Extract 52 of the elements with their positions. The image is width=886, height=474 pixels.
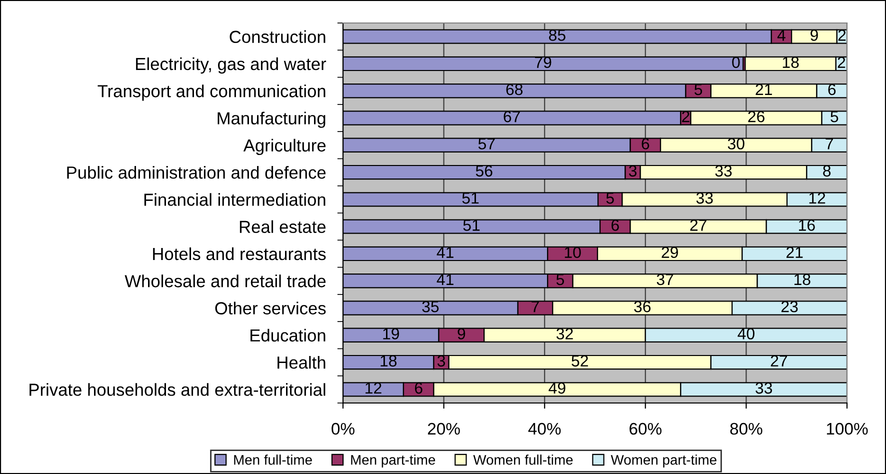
x-tick-label: 100% [826, 422, 868, 435]
data-label: 6 [612, 220, 619, 231]
legend-label: Men full-time [234, 454, 312, 465]
data-label: 4 [777, 30, 786, 41]
x-tick-label: 80% [730, 422, 762, 435]
y-tick-label: Hotels and restaurants [153, 247, 326, 260]
y-tick-label: Real estate [240, 220, 326, 234]
data-label: 49 [548, 382, 566, 394]
y-tick-label: Health [278, 356, 326, 369]
data-label: 18 [794, 274, 810, 286]
legend-label: Women full-time [473, 454, 573, 465]
data-label: 6 [414, 382, 422, 394]
x-tick-label: 20% [428, 422, 460, 435]
data-label: 6 [828, 84, 836, 96]
data-label: 41 [436, 246, 454, 258]
data-label: 9 [458, 328, 466, 340]
x-tick-label: 40% [528, 422, 561, 435]
data-label: 18 [380, 355, 397, 367]
x-tick-label: 0% [332, 422, 354, 435]
y-tick-label: Education [250, 328, 326, 342]
data-label: 18 [782, 56, 799, 68]
y-tick-label: Public administration and defence [67, 166, 326, 179]
data-label: 40 [738, 328, 754, 340]
data-label: 68 [506, 84, 523, 96]
data-label: 36 [634, 300, 651, 312]
y-tick-label: Financial intermediation [144, 193, 326, 206]
y-tick-label: Private households and extra-territorial [30, 383, 326, 396]
data-label: 2 [838, 30, 846, 41]
data-label: 23 [781, 300, 798, 312]
y-tick-label: Manufacturing [218, 112, 326, 128]
legend-label: Women part-time [610, 454, 716, 468]
y-tick-label: Electricity, gas and water [136, 57, 326, 74]
legend-label: Men part-time [351, 454, 436, 468]
data-label: 12 [366, 382, 382, 394]
data-label: 6 [642, 138, 650, 150]
data-label: 12 [809, 192, 826, 204]
data-label: 2 [682, 110, 690, 122]
data-label: 19 [383, 328, 400, 340]
x-tick-label: 60% [630, 422, 662, 435]
y-tick-label: Other services [215, 302, 326, 314]
data-label: 9 [810, 30, 818, 41]
data-label: 21 [756, 84, 772, 95]
y-tick-label: Transport and communication [98, 84, 326, 101]
data-label: 32 [556, 328, 573, 340]
y-tick-label: Agriculture [243, 138, 326, 156]
y-tick-label: Wholesale and retail trade [124, 274, 326, 288]
y-tick-label: Construction [230, 30, 326, 44]
data-label: 30 [728, 138, 744, 150]
data-label: 16 [799, 220, 815, 231]
data-label: 26 [748, 110, 764, 122]
data-label: 10 [564, 246, 581, 258]
data-label: 41 [436, 274, 454, 285]
